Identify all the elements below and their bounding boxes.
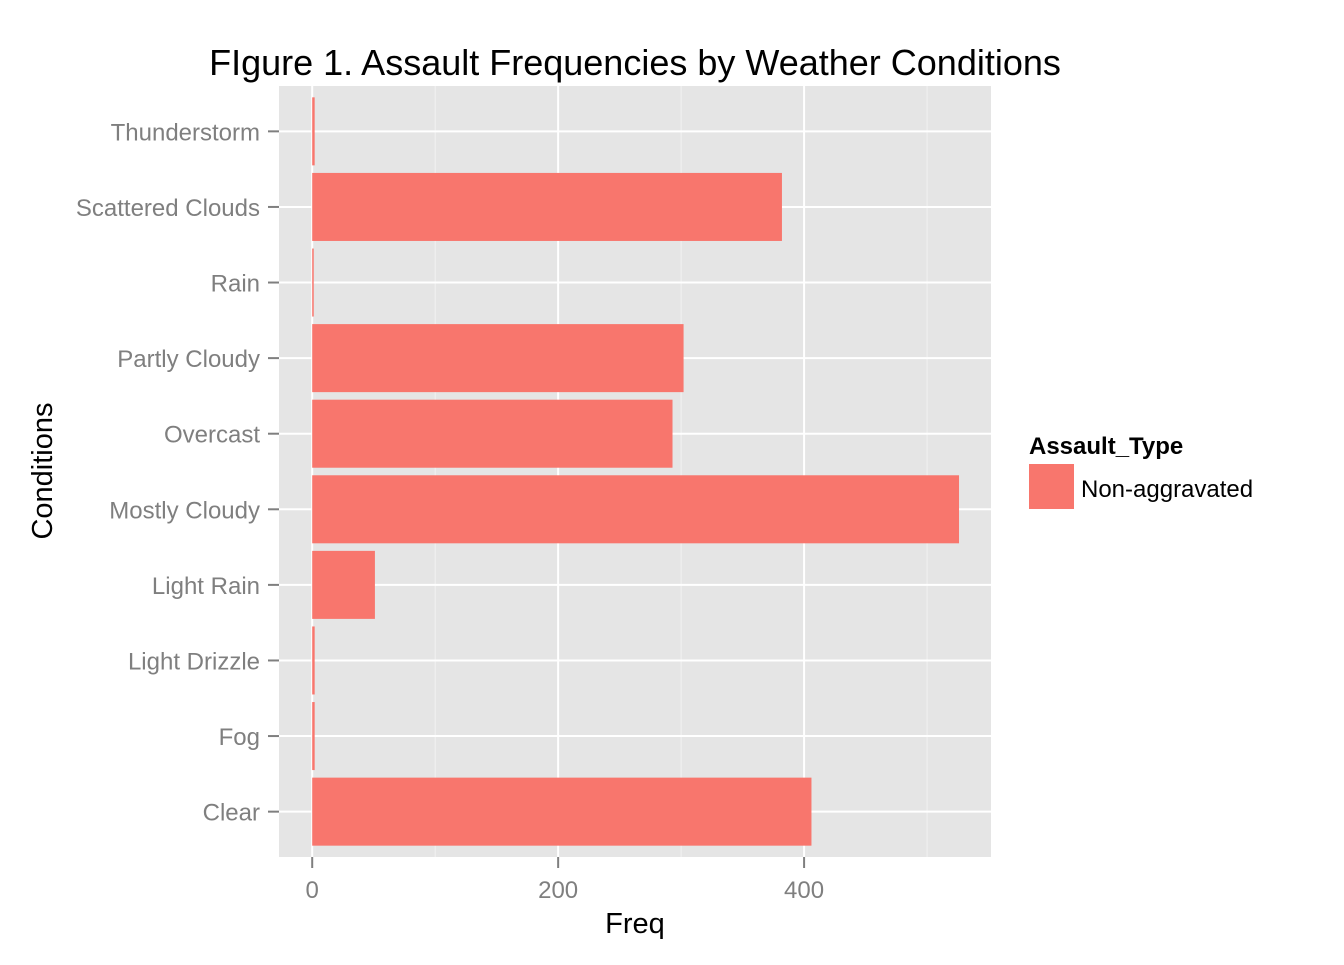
y-tick-label: Mostly Cloudy: [109, 497, 260, 524]
legend-key-non-aggravated: [1029, 464, 1074, 509]
bar-fog: [312, 702, 315, 771]
y-tick-label: Thunderstorm: [111, 119, 260, 146]
y-tick-label: Fog: [219, 724, 260, 751]
legend-title: Assault_Type: [1029, 433, 1183, 460]
y-tick-label: Partly Cloudy: [117, 346, 260, 373]
x-tick-label: 400: [784, 877, 824, 904]
x-tick-label: 200: [538, 877, 578, 904]
bar-light-rain: [312, 550, 375, 619]
bar-rain: [312, 248, 314, 317]
y-tick-label: Rain: [211, 271, 260, 298]
bar-scattered-clouds: [312, 172, 782, 241]
y-tick-label: Clear: [203, 800, 260, 827]
bar-clear: [312, 777, 812, 846]
y-tick-label: Light Drizzle: [128, 648, 260, 675]
x-axis-label: Freq: [605, 908, 665, 940]
bar-overcast: [312, 399, 673, 468]
bar-thunderstorm: [312, 97, 315, 166]
x-tick-label: 0: [306, 877, 319, 904]
legend-label-non-aggravated: Non-aggravated: [1081, 476, 1253, 503]
chart-title: FIgure 1. Assault Frequencies by Weather…: [209, 42, 1061, 83]
bar-light-drizzle: [312, 626, 315, 695]
y-tick-label: Overcast: [164, 422, 260, 449]
y-tick-label: Light Rain: [152, 573, 260, 600]
bar-mostly-cloudy: [312, 475, 960, 544]
bar-partly-cloudy: [312, 324, 684, 393]
y-tick-label: Scattered Clouds: [76, 195, 260, 222]
y-axis-label: Conditions: [27, 402, 59, 539]
